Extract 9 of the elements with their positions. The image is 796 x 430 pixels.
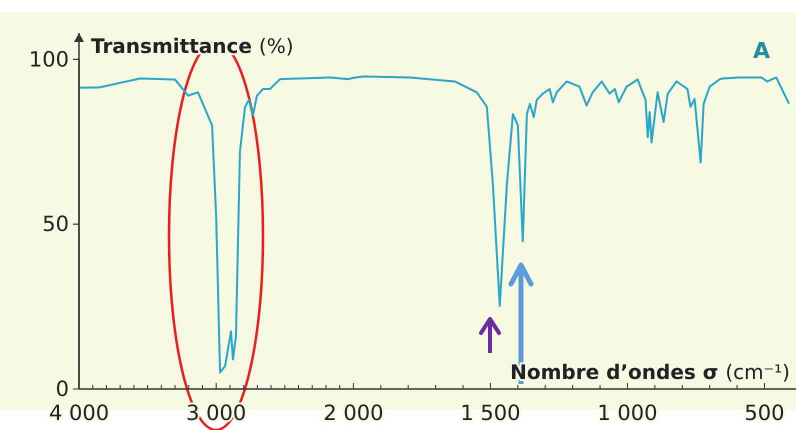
x-tick-label: 500 bbox=[744, 401, 785, 425]
annotation: A bbox=[752, 39, 770, 64]
y-tick-label: 50 bbox=[42, 212, 69, 236]
y-tick-label: 100 bbox=[28, 47, 69, 72]
x-tick-label: 4 000 bbox=[48, 401, 110, 425]
x-tick-label: 1 500 bbox=[460, 401, 520, 425]
y-tick-label: 0 bbox=[56, 377, 69, 401]
x-tick-label: 1 000 bbox=[597, 401, 658, 425]
x-tick-label: 2 000 bbox=[323, 401, 384, 425]
